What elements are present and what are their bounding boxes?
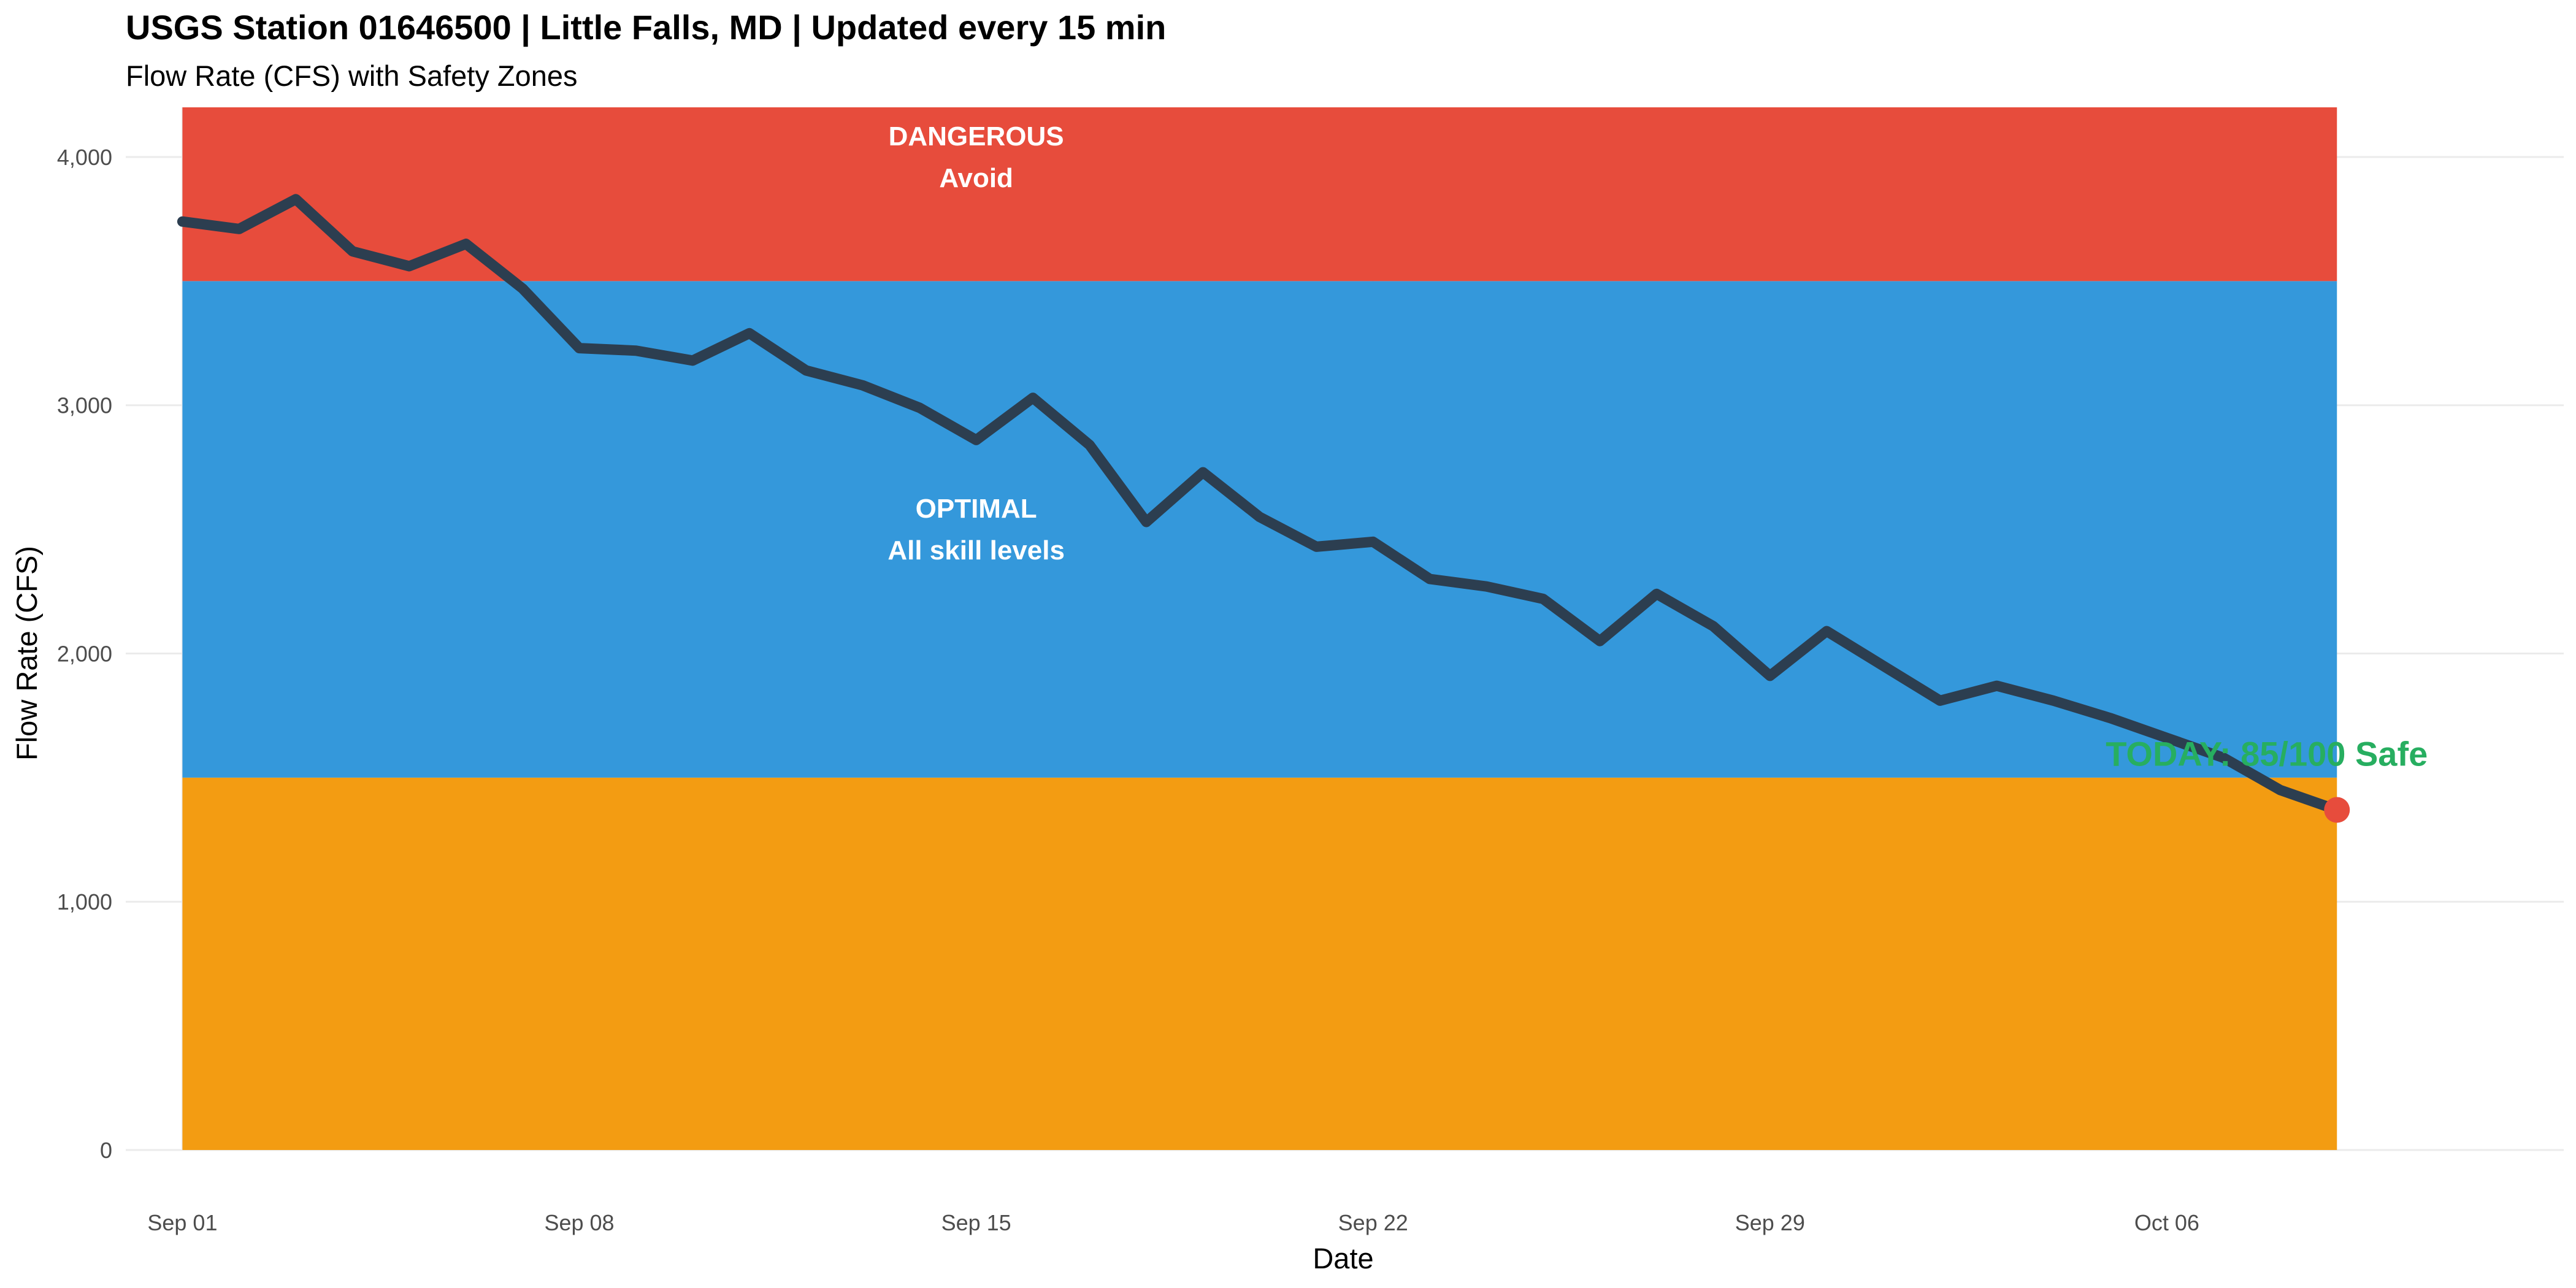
zone-label-optimal: All skill levels bbox=[887, 535, 1065, 565]
y-tick-label: 2,000 bbox=[57, 641, 112, 666]
x-axis-title: Date bbox=[1313, 1242, 1373, 1275]
chart-title: USGS Station 01646500 | Little Falls, MD… bbox=[126, 8, 1166, 47]
series-line bbox=[177, 194, 2342, 815]
x-tick-label: Sep 01 bbox=[147, 1210, 217, 1235]
x-tick-label: Sep 15 bbox=[941, 1210, 1011, 1235]
zone-low bbox=[182, 777, 2337, 1150]
x-axis-ticks: Sep 01 Sep 08 Sep 15 Sep 22 Sep 29 Oct 06 bbox=[147, 1210, 2199, 1235]
chart-subtitle: Flow Rate (CFS) with Safety Zones bbox=[126, 59, 578, 92]
x-tick-label: Oct 06 bbox=[2134, 1210, 2199, 1235]
safety-zones bbox=[182, 107, 2337, 1150]
x-tick-label: Sep 22 bbox=[1338, 1210, 1408, 1235]
today-label: TODAY: 85/100 Safe bbox=[2106, 734, 2428, 773]
zone-label-dangerous: DANGEROUS bbox=[889, 121, 1064, 151]
today-marker bbox=[2324, 797, 2350, 823]
x-tick-label: Sep 08 bbox=[544, 1210, 614, 1235]
y-tick-label: 0 bbox=[100, 1138, 112, 1163]
zone-optimal bbox=[182, 281, 2337, 778]
y-axis-ticks: 0 1,000 2,000 3,000 4,000 bbox=[57, 145, 112, 1163]
y-axis-title: Flow Rate (CFS) bbox=[10, 546, 43, 761]
zone-dangerous bbox=[182, 107, 2337, 282]
y-tick-label: 4,000 bbox=[57, 145, 112, 170]
today-marker-group: TODAY: 85/100 Safe bbox=[2106, 734, 2428, 823]
x-tick-label: Sep 29 bbox=[1735, 1210, 1805, 1235]
y-tick-label: 1,000 bbox=[57, 889, 112, 914]
zone-label-optimal: OPTIMAL bbox=[916, 494, 1037, 524]
zone-label-dangerous: Avoid bbox=[939, 163, 1013, 193]
zone-labels: OPTIMAL All skill levels DANGEROUS Avoid bbox=[887, 121, 1065, 565]
y-tick-label: 3,000 bbox=[57, 393, 112, 418]
flow-series bbox=[177, 194, 2342, 815]
